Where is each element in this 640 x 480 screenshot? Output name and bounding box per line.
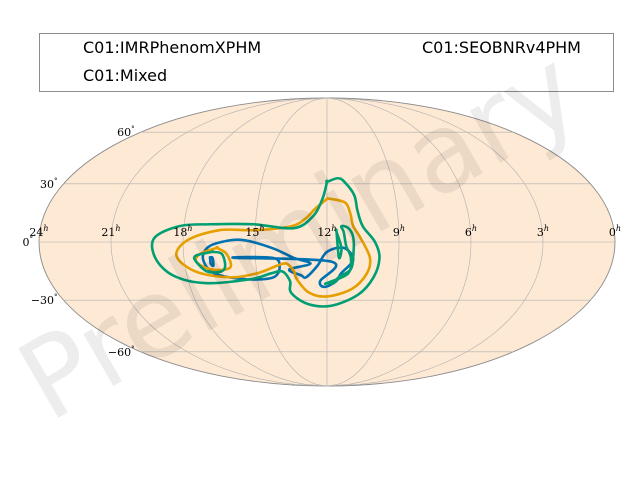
dec-tick-label: 30° bbox=[40, 177, 57, 191]
contour-series2-3 bbox=[334, 228, 343, 260]
dec-tick-label: 60° bbox=[117, 125, 135, 139]
legend-entry-imrphenomxphm: C01:IMRPhenomXPHM bbox=[83, 38, 262, 57]
legend: C01:IMRPhenomXPHM C01:SEOBNRv4PHM C01:Mi… bbox=[39, 33, 614, 92]
dec-tick-label: −60° bbox=[108, 345, 135, 359]
dec-tick-label: −30° bbox=[31, 293, 58, 307]
contour-series2-2 bbox=[192, 250, 227, 274]
contour-series2-0 bbox=[150, 176, 381, 308]
ra-tick-label: 0h bbox=[609, 224, 621, 239]
contour-series2-1 bbox=[323, 224, 356, 286]
dec-tick-label: 0° bbox=[23, 235, 34, 249]
contour-series0-1 bbox=[208, 255, 215, 268]
legend-entry-mixed: C01:Mixed bbox=[83, 66, 168, 85]
legend-entry-seobnrv4phm: C01:SEOBNRv4PHM bbox=[422, 38, 581, 57]
contour-series1-0 bbox=[175, 196, 372, 298]
